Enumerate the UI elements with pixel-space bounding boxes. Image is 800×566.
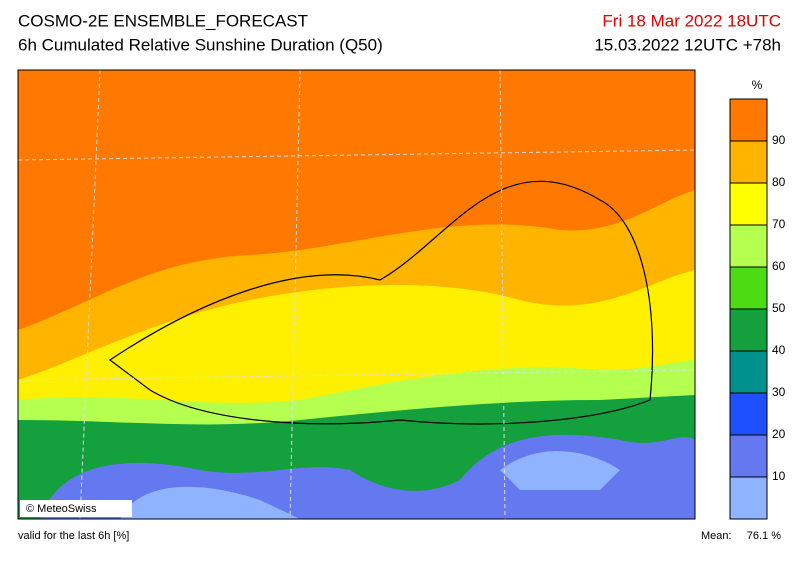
colorbar-tick-label: 90 xyxy=(772,133,786,147)
colorbar-tick-label: 10 xyxy=(772,469,786,483)
valid-time: Fri 18 Mar 2022 18UTC xyxy=(602,11,781,30)
colorbar-segment xyxy=(730,267,767,309)
zone xyxy=(120,451,620,519)
title: COSMO-2E ENSEMBLE_FORECAST xyxy=(18,11,308,30)
colorbar-segment xyxy=(730,393,767,435)
colorbar-segment xyxy=(730,351,767,393)
subtitle: 6h Cumulated Relative Sunshine Duration … xyxy=(18,35,383,54)
colorbar-tick-label: 50 xyxy=(772,301,786,315)
colorbar-segment xyxy=(730,225,767,267)
graticule xyxy=(17,69,696,520)
mean-label: Mean: xyxy=(701,530,732,542)
colorbar-segment xyxy=(730,99,767,141)
country-border xyxy=(108,180,654,425)
colorbar-unit: % xyxy=(752,78,763,92)
colorbar-tick-label: 20 xyxy=(772,427,786,441)
colorbar: % 10 20 30 40 50 60 70 80 90 xyxy=(729,78,786,520)
colorbar-segment xyxy=(730,477,767,519)
colorbar-tick-label: 80 xyxy=(772,175,786,189)
colorbar-segment xyxy=(730,183,767,225)
colorbar-tick-label: 70 xyxy=(772,217,786,231)
colorbar-tick-label: 60 xyxy=(772,259,786,273)
run-time: 15.03.2022 12UTC +78h xyxy=(594,35,781,54)
colorbar-segment xyxy=(730,141,767,183)
footer-note: valid for the last 6h [%] xyxy=(18,530,129,542)
mean-value: 76.1 % xyxy=(747,530,781,542)
map: © MeteoSwiss xyxy=(17,69,696,520)
colorbar-segment xyxy=(730,435,767,477)
copyright-box xyxy=(20,500,132,517)
colorbar-segment xyxy=(730,309,767,351)
copyright: © MeteoSwiss xyxy=(26,503,97,515)
colorbar-tick-label: 30 xyxy=(772,385,786,399)
map-frame xyxy=(17,69,696,520)
colorbar-tick-label: 40 xyxy=(772,343,786,357)
